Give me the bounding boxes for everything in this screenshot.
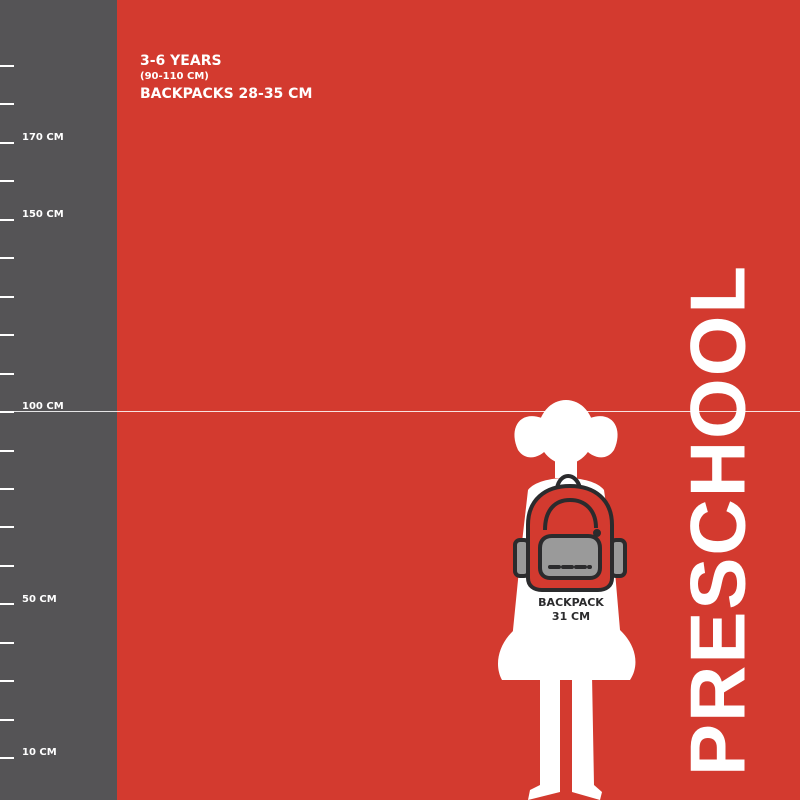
ruler-tick — [0, 141, 14, 144]
ruler-tick — [0, 295, 14, 298]
ruler-label-50: 50 CM — [22, 594, 57, 605]
backpack-icon — [513, 474, 627, 592]
ruler-tick — [0, 603, 14, 606]
height-ruler — [0, 0, 117, 800]
ruler-tick — [0, 65, 14, 67]
ruler-tick — [0, 180, 14, 183]
backpack-label: BACKPACK 31 CM — [516, 596, 626, 624]
backpack-size: 31 CM — [551, 610, 591, 623]
height-range: (90-110 CM) — [140, 71, 209, 82]
ruler-tick — [0, 334, 14, 337]
ruler-tick — [0, 757, 14, 760]
ruler-tick — [0, 564, 14, 567]
ruler-tick — [0, 487, 14, 490]
ruler-tick — [0, 526, 14, 529]
ruler-tick — [0, 680, 14, 683]
backpack-size-range: BACKPACKS 28-35 CM — [140, 86, 313, 102]
age-range: 3-6 YEARS — [140, 53, 222, 69]
100cm-guide-line — [0, 411, 800, 412]
ruler-tick — [0, 641, 14, 644]
ruler-tick — [0, 218, 14, 221]
ruler-tick — [0, 257, 14, 260]
ruler-tick — [0, 449, 14, 452]
backpack-label-text: BACKPACK — [538, 596, 604, 609]
category-title: PRESCHOOL — [673, 263, 762, 777]
age-info: 3-6 YEARS (90-110 CM) BACKPACKS 28-35 CM — [140, 52, 312, 104]
ruler-tick — [0, 411, 14, 414]
ruler-label-170: 170 CM — [22, 132, 64, 143]
ruler-label-150: 150 CM — [22, 209, 64, 220]
ruler-tick — [0, 103, 14, 106]
ruler-tick — [0, 372, 14, 375]
ruler-label-100: 100 CM — [22, 401, 64, 412]
ruler-tick — [0, 718, 14, 721]
ruler-label-10: 10 CM — [22, 747, 57, 758]
